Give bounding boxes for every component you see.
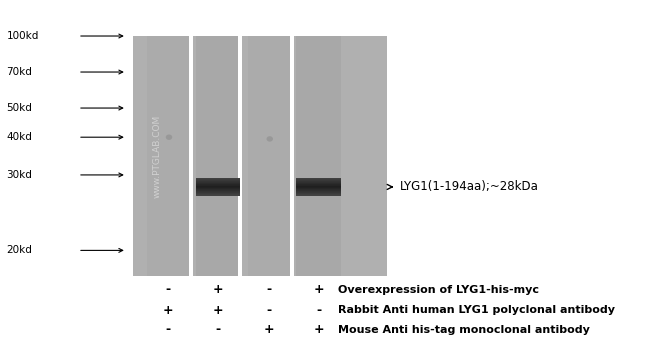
Bar <box>196 191 240 192</box>
Bar <box>196 179 240 180</box>
Text: -: - <box>316 304 321 317</box>
Text: -: - <box>165 283 170 296</box>
Text: -: - <box>165 323 170 336</box>
Bar <box>196 177 240 178</box>
Text: 70kd: 70kd <box>6 67 32 77</box>
Text: LYG1(1-194aa);~28kDa: LYG1(1-194aa);~28kDa <box>400 180 539 193</box>
Text: +: + <box>213 304 223 317</box>
Bar <box>238 36 242 276</box>
Text: -: - <box>266 304 271 317</box>
Ellipse shape <box>166 134 172 140</box>
Bar <box>196 194 240 195</box>
Text: Rabbit Anti human LYG1 polyclonal antibody: Rabbit Anti human LYG1 polyclonal antibo… <box>338 305 615 316</box>
Bar <box>147 36 191 276</box>
Bar <box>296 190 341 191</box>
Bar <box>296 185 341 186</box>
Bar <box>196 192 240 193</box>
Bar <box>196 183 240 184</box>
Bar <box>296 180 341 181</box>
Bar <box>296 192 341 193</box>
Bar <box>296 187 341 188</box>
Text: +: + <box>313 283 324 296</box>
Text: -: - <box>215 323 220 336</box>
Bar <box>296 36 341 276</box>
Bar <box>296 178 341 179</box>
Bar <box>196 178 240 179</box>
Bar <box>296 177 341 178</box>
Text: 100kd: 100kd <box>6 31 39 41</box>
Bar <box>196 189 240 190</box>
Bar <box>196 36 240 276</box>
Bar <box>196 180 240 181</box>
Bar <box>296 195 341 196</box>
Bar <box>196 182 240 183</box>
Bar <box>296 183 341 184</box>
Bar <box>196 195 240 196</box>
Bar <box>196 190 240 191</box>
Bar <box>296 184 341 185</box>
Text: +: + <box>213 283 223 296</box>
Bar <box>296 182 341 183</box>
Bar <box>196 181 240 182</box>
Bar <box>296 193 341 194</box>
Bar <box>196 188 240 189</box>
Text: 40kd: 40kd <box>6 132 32 142</box>
Text: +: + <box>313 323 324 336</box>
Bar <box>290 36 294 276</box>
Text: Mouse Anti his-tag monoclonal antibody: Mouse Anti his-tag monoclonal antibody <box>338 325 590 335</box>
Bar <box>248 36 292 276</box>
Bar <box>196 185 240 186</box>
Bar <box>296 189 341 190</box>
Text: 20kd: 20kd <box>6 245 32 256</box>
Text: Overexpression of LYG1-his-myc: Overexpression of LYG1-his-myc <box>338 285 539 295</box>
Text: -: - <box>266 283 271 296</box>
Bar <box>196 187 240 188</box>
Bar <box>196 193 240 194</box>
Text: www.PTGLAB.COM: www.PTGLAB.COM <box>153 115 162 198</box>
Bar <box>296 186 341 187</box>
Text: +: + <box>162 304 173 317</box>
Bar <box>189 36 194 276</box>
Bar <box>296 188 341 189</box>
Text: 30kd: 30kd <box>6 170 32 180</box>
Bar <box>296 179 341 180</box>
Bar <box>196 186 240 187</box>
Bar <box>296 192 341 193</box>
Bar <box>133 36 387 276</box>
Bar <box>196 192 240 193</box>
Bar <box>296 181 341 182</box>
Bar <box>296 191 341 192</box>
Ellipse shape <box>266 136 273 142</box>
Bar <box>296 194 341 195</box>
Text: +: + <box>263 323 274 336</box>
Text: 50kd: 50kd <box>6 103 32 113</box>
Bar <box>196 184 240 185</box>
